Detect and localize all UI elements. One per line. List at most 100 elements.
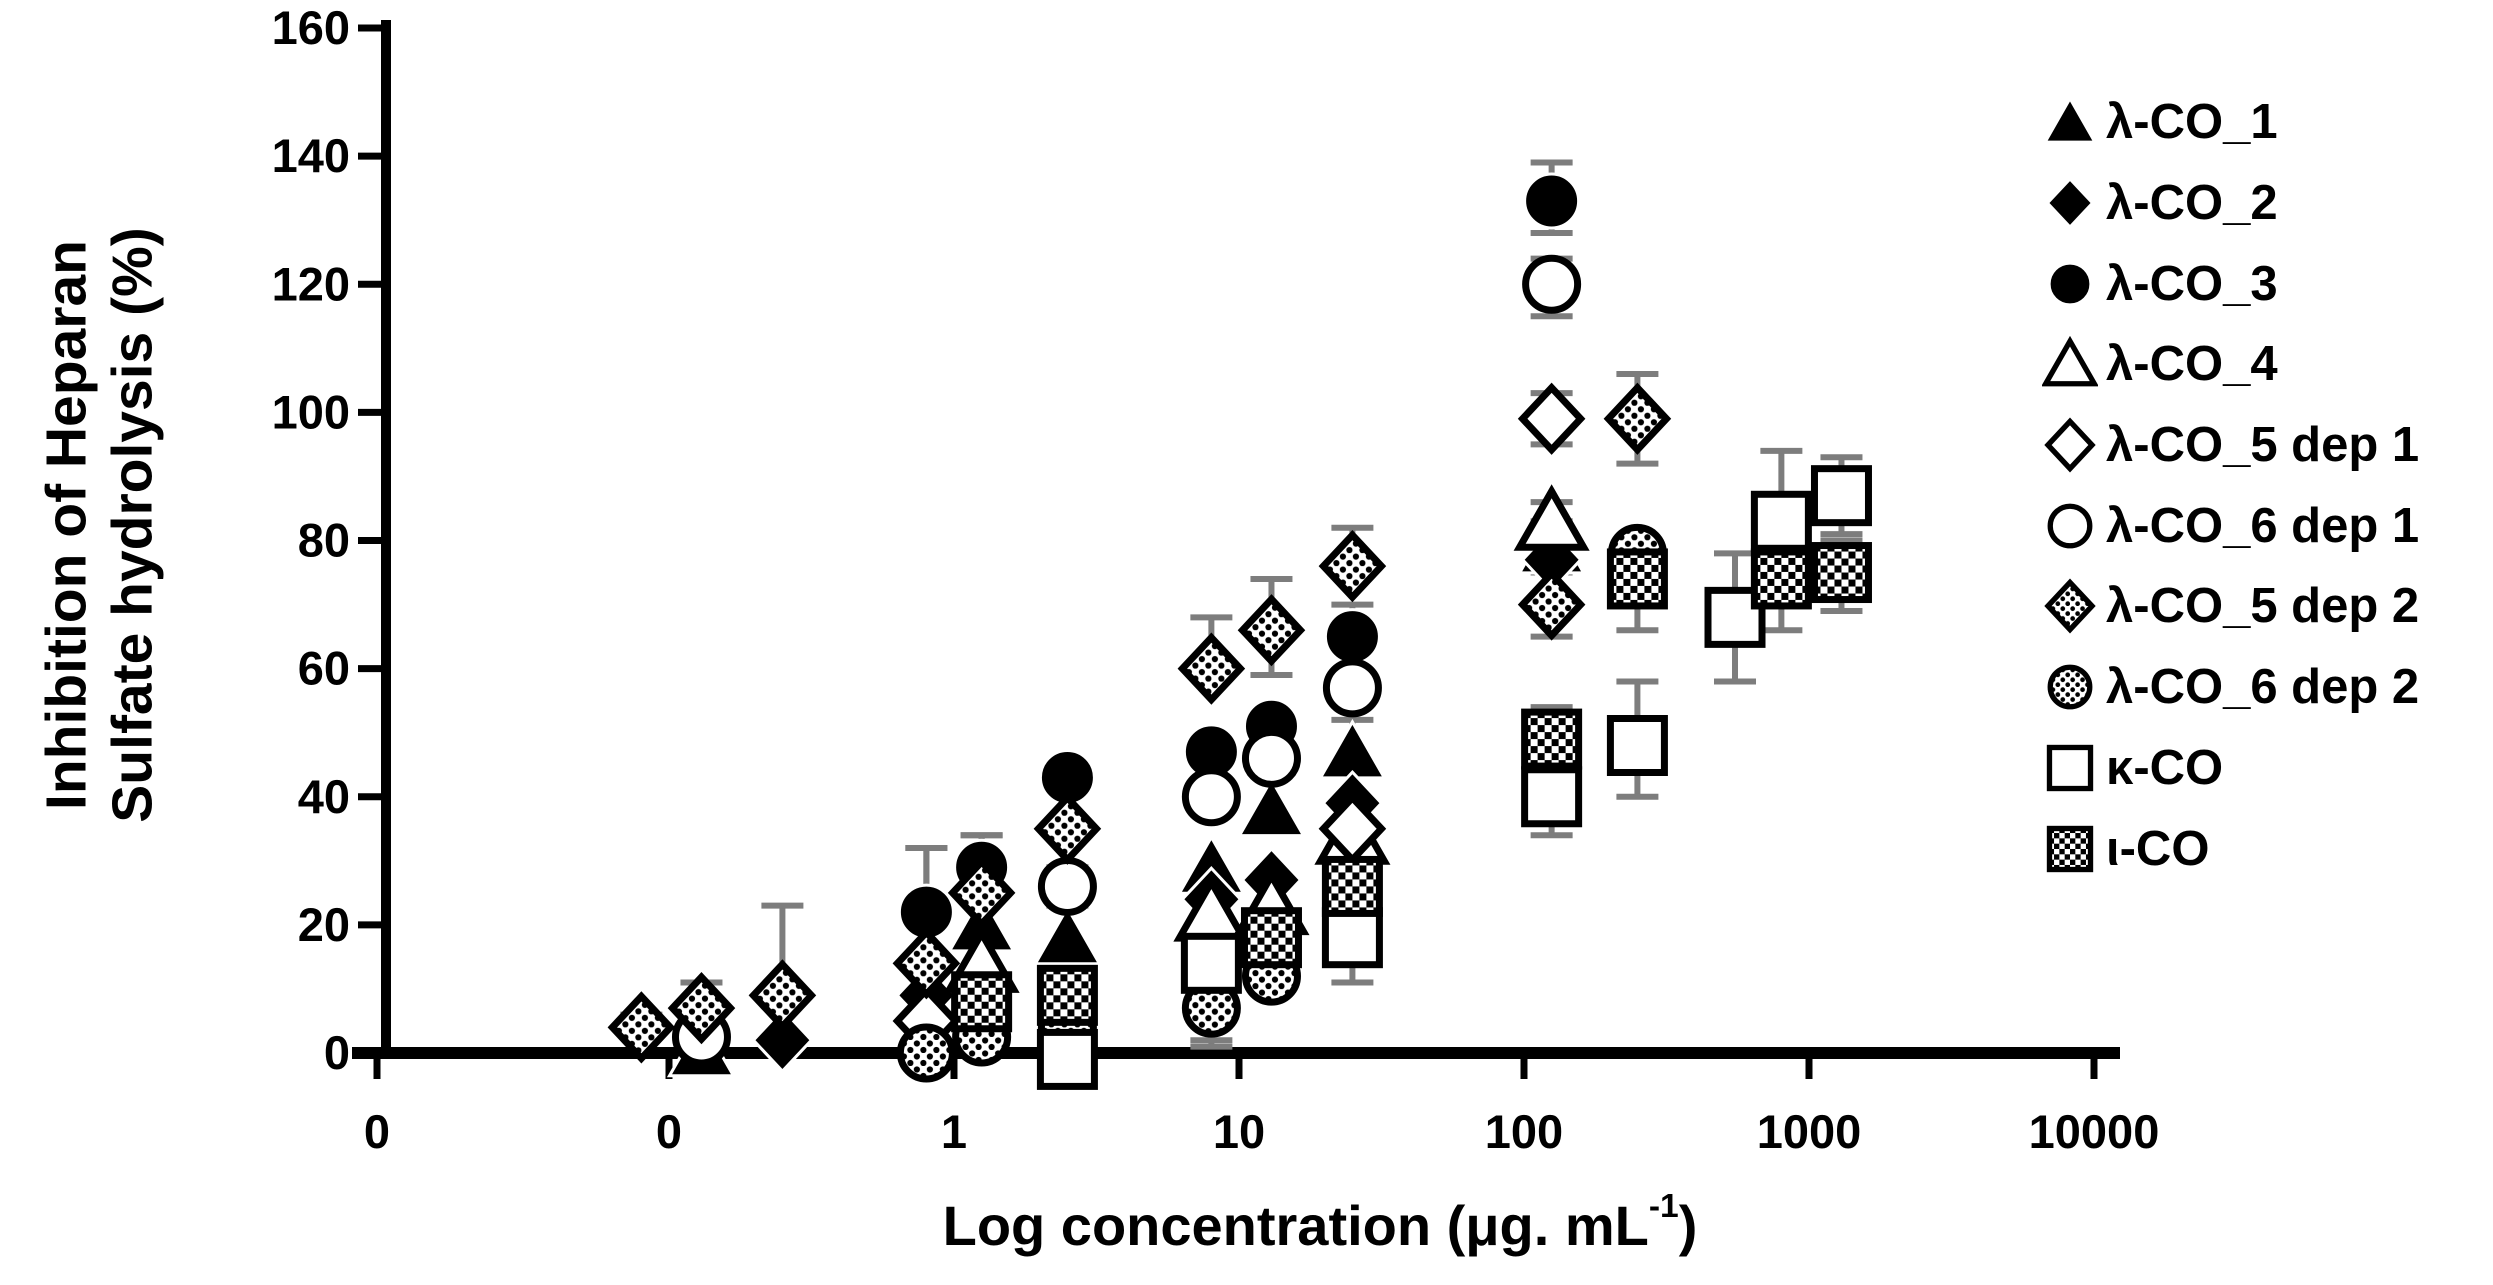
legend-marker-open-circle <box>2047 503 2093 549</box>
legend-marker-open-square <box>2046 744 2094 792</box>
data-point-λ-CO_5 dep 2 <box>1517 568 1586 641</box>
legend-label: λ-CO_5 dep 2 <box>2106 579 2420 634</box>
data-point-λ-CO_5 dep 2 <box>892 927 961 1000</box>
legend-label: λ-CO_6 dep 2 <box>2106 660 2420 715</box>
marker-filled-diamond <box>2046 177 2094 229</box>
legend-item: ι-CO <box>2042 808 2419 889</box>
data-point-λ-CO_5 dep 2 <box>1237 594 1306 667</box>
x-axis-title: Log concentration (μg. mL-1) <box>710 1188 1930 1258</box>
x-tick-label: 0 <box>364 1105 390 1158</box>
data-point-ι-CO <box>951 971 1013 1033</box>
legend-label: λ-CO_4 <box>2106 337 2278 392</box>
legend-label: ι-CO <box>2106 821 2210 876</box>
y-tick-label: 40 <box>298 770 350 823</box>
x-tick-label: 1 <box>941 1105 967 1158</box>
legend-item: λ-CO_2 <box>2042 163 2419 244</box>
legend-label: λ-CO_6 dep 1 <box>2106 498 2420 553</box>
data-point-λ-CO_6 dep 1 <box>1037 856 1097 916</box>
marker-filled-circle <box>2048 262 2092 306</box>
legend-marker-dotted-diamond <box>2044 579 2096 634</box>
data-point-λ-CO_4 <box>1513 484 1590 551</box>
marker-open-triangle <box>2042 336 2098 387</box>
legend-marker-filled-circle <box>2048 262 2092 306</box>
y-tick-label: 0 <box>324 1026 350 1079</box>
legend-marker-open-triangle <box>2042 336 2098 387</box>
data-point-κ-CO <box>1606 715 1668 776</box>
y-tick-label: 100 <box>272 385 350 438</box>
x-tick-label: 100 <box>1485 1105 1563 1158</box>
legend-marker-checker-square <box>2046 825 2094 872</box>
y-axis-title-line2: Sulfate hydrolysis (%) <box>100 227 164 823</box>
data-point-λ-CO_3 <box>1323 608 1381 666</box>
marker-filled-triangle <box>2043 97 2097 144</box>
x-axis-title-text: Log concentration (μg. mL <box>942 1194 1649 1257</box>
data-point-λ-CO_5 dep 2 <box>947 856 1016 929</box>
legend-marker-dotted-circle <box>2047 664 2093 710</box>
data-point-κ-CO <box>1521 766 1583 828</box>
x-axis-title-close: ) <box>1678 1194 1698 1257</box>
data-point-ι-CO <box>1321 855 1383 917</box>
data-point-λ-CO_5 dep 2 <box>1033 792 1102 865</box>
marker-open-diamond <box>2044 417 2096 473</box>
y-tick-label: 140 <box>272 129 350 182</box>
legend-item: λ-CO_5 dep 1 <box>2042 405 2419 486</box>
marker-open-circle <box>2047 503 2093 549</box>
legend-label: λ-CO_2 <box>2106 176 2278 231</box>
data-point-λ-CO_5 dep 2 <box>748 959 817 1032</box>
legend-marker-filled-triangle <box>2043 97 2097 144</box>
legend: λ-CO_1 λ-CO_2 λ-CO_3 λ-CO_4 λ-CO_5 dep 1 λ-CO… <box>2042 82 2419 889</box>
x-tick-label: 0 <box>656 1105 682 1158</box>
data-point-λ-CO_3 <box>1523 172 1581 230</box>
legend-marker-open-diamond <box>2044 417 2096 473</box>
data-point-λ-CO_5 dep 1 <box>1517 382 1586 455</box>
data-points <box>607 172 1872 1090</box>
data-point-λ-CO_5 dep 2 <box>1603 382 1672 455</box>
data-point-κ-CO <box>1180 932 1242 994</box>
legend-item: λ-CO_4 <box>2042 324 2419 405</box>
legend-marker-filled-diamond <box>2046 177 2094 229</box>
data-point-ι-CO <box>1606 548 1668 610</box>
data-point-λ-CO_1 <box>1317 718 1387 780</box>
legend-label: κ-CO <box>2106 740 2224 795</box>
data-point-λ-CO_5 dep 2 <box>1318 530 1387 603</box>
legend-label: λ-CO_1 <box>2106 95 2278 150</box>
data-point-λ-CO_6 dep 1 <box>1522 254 1582 314</box>
data-point-λ-CO_5 dep 2 <box>667 972 736 1045</box>
legend-item: λ-CO_6 dep 1 <box>2042 485 2419 566</box>
data-point-λ-CO_5 dep 2 <box>1177 632 1246 705</box>
legend-label: λ-CO_5 dep 1 <box>2106 418 2420 473</box>
data-point-ι-CO <box>1521 708 1583 770</box>
x-tick-label: 1000 <box>1757 1105 1862 1158</box>
y-axis-title: Inhibition of Heparan Sulfate hydrolysis… <box>34 227 165 822</box>
x-tick-label: 10 <box>1213 1105 1265 1158</box>
marker-dotted-diamond <box>2044 579 2096 634</box>
data-point-λ-CO_2 <box>751 1006 814 1074</box>
data-point-λ-CO_1 <box>1236 776 1307 838</box>
legend-item: λ-CO_1 <box>2042 82 2419 163</box>
data-point-λ-CO_6 dep 1 <box>1322 658 1382 718</box>
data-point-κ-CO <box>1810 465 1872 527</box>
y-tick-label: 160 <box>272 1 350 54</box>
marker-dotted-circle <box>2047 664 2093 710</box>
data-point-κ-CO <box>1750 490 1812 552</box>
x-axis-title-superscript: -1 <box>1648 1188 1679 1225</box>
x-tick-label: 10000 <box>2029 1105 2160 1158</box>
y-tick-label: 60 <box>298 642 350 695</box>
marker-checker-square <box>2046 825 2094 872</box>
data-point-λ-CO_6 dep 1 <box>1241 728 1301 788</box>
legend-label: λ-CO_3 <box>2106 256 2278 311</box>
y-axis-title-line1: Inhibition of Heparan <box>34 240 99 810</box>
legend-item: κ-CO <box>2042 728 2419 809</box>
data-point-κ-CO <box>1321 907 1383 969</box>
y-tick-label: 120 <box>272 257 350 310</box>
y-tick-label: 20 <box>298 898 350 951</box>
data-point-ι-CO <box>1240 907 1302 969</box>
marker-open-square <box>2046 744 2094 792</box>
legend-item: λ-CO_6 dep 2 <box>2042 647 2419 728</box>
data-point-ι-CO <box>1810 542 1872 604</box>
data-point-λ-CO_6 dep 2 <box>896 1023 956 1083</box>
data-point-ι-CO <box>1750 548 1812 610</box>
